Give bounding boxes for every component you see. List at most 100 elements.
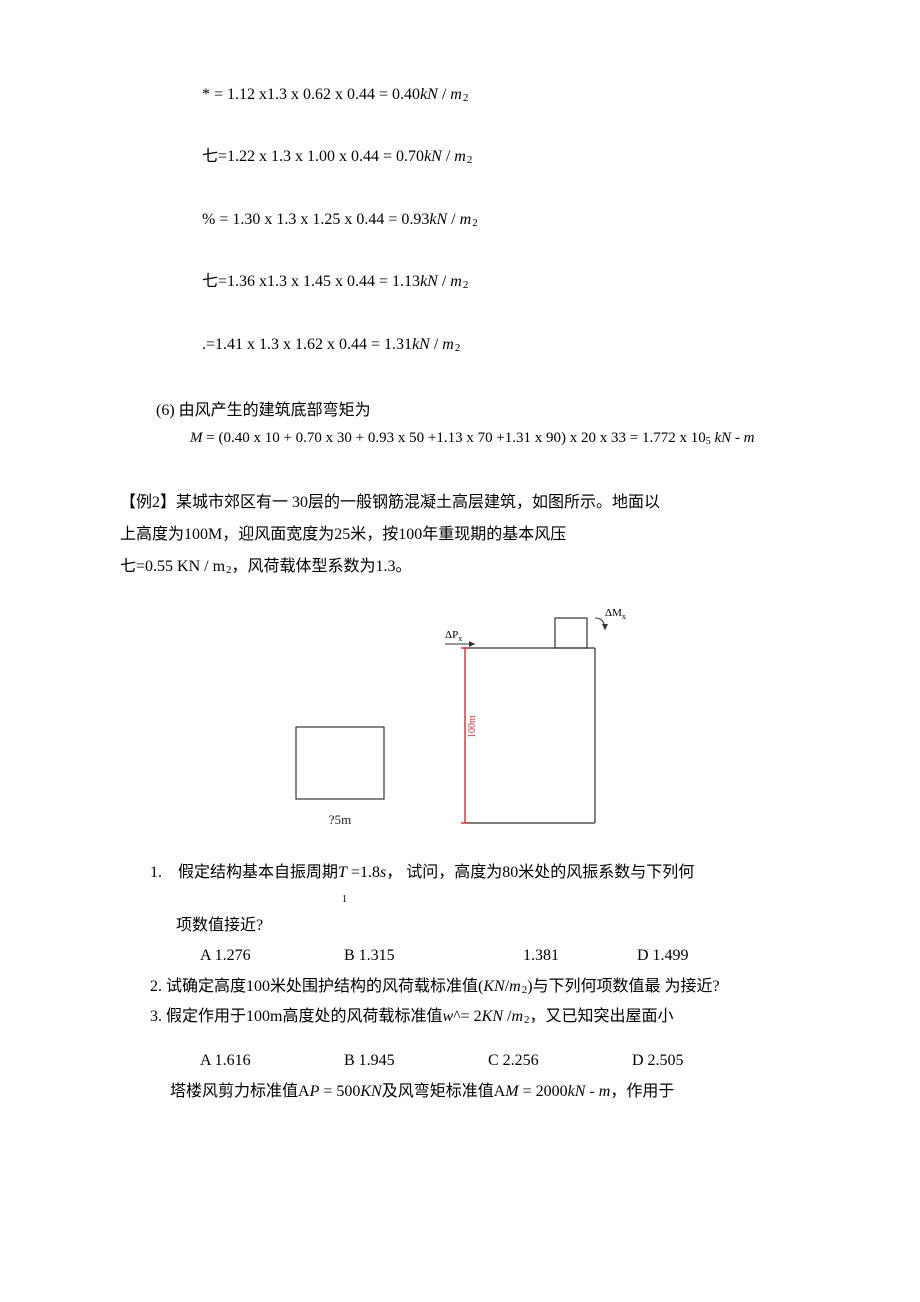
eq-m: m [460, 211, 472, 228]
eq-m: m [454, 148, 466, 165]
tail-P: P [310, 1083, 320, 1100]
eq-slash: / [438, 273, 450, 290]
q3-text-b: ，又已知突出屋面小 [530, 1008, 674, 1025]
tail-eq2: = 2000 [519, 1083, 568, 1100]
eq-prefix: * = [202, 86, 227, 103]
eq-expr: 1.41 x 1.3 x 1.62 x 0.44 = 1.31 [215, 336, 412, 353]
moment-m: m [744, 430, 755, 446]
eq-sub: 2 [463, 279, 469, 291]
eq-sub: 2 [463, 92, 469, 104]
tail-b: 及风弯矩标准值A [382, 1083, 506, 1100]
ex2-l3-suffix: ，风荷载体型系数为1.3。 [232, 558, 412, 575]
q1-number: 1. [150, 858, 174, 888]
eq-sub: 2 [467, 154, 473, 166]
eq-kn: kN [412, 336, 430, 353]
equation-3: % = 1.30 x 1.3 x 1.25 x 0.44 = 0.93kN / … [202, 209, 810, 231]
eq-prefix: .= [202, 336, 215, 353]
q1-opt-a: A 1.276 [200, 941, 340, 971]
example2-line2: 上高度为100M，迎风面宽度为25米，按100年重现期的基本风压 [120, 519, 810, 551]
dp-label: ΔPx [445, 629, 462, 643]
ex2-l3-m: m [213, 558, 225, 575]
q1-opt-c: 1.381 [523, 941, 633, 971]
eq-expr: 1.36 x1.3 x 1.45 x 0.44 = 1.13 [227, 273, 420, 290]
q3-m: m [511, 1008, 523, 1025]
q1-Tsub: 1 [342, 894, 347, 905]
example2-line1: 【例2】某城市郊区有一 30层的一般钢筋混凝土高层建筑，如图所示。地面以 [120, 487, 810, 519]
q3-w: w [442, 1008, 453, 1025]
ex2-l3-prefix: 七=0.55 [120, 558, 177, 575]
tail-line: 塔楼风剪力标准值AP = 500KN及风弯矩标准值AM = 2000kN - m… [170, 1077, 810, 1107]
ex2-l3-slash: / [200, 558, 212, 575]
q3-caret: ^ [453, 1008, 461, 1025]
q1-Teq: =1.8 [347, 864, 380, 881]
eq-slash: / [442, 148, 454, 165]
ex2-l3-kn: KN [177, 558, 200, 575]
tail-KN1: KN [360, 1083, 381, 1100]
eq-m: m [450, 86, 462, 103]
equations-block: * = 1.12 x1.3 x 0.62 x 0.44 = 0.40kN / m… [202, 84, 810, 356]
plan-view: ?5m [295, 726, 385, 828]
eq-expr: 1.30 x 1.3 x 1.25 x 0.44 = 0.93 [232, 211, 429, 228]
q2-options: A 1.616 B 1.945 C 2.256 D 2.505 [200, 1046, 810, 1076]
elevation-view: ΔPx ΔMx 100m [445, 608, 635, 828]
question-2: 2. 试确定高度100米处围护结构的风荷载标准值(KN/m2)与下列何项数值最 … [150, 972, 810, 1002]
eq-kn: kN [420, 86, 438, 103]
questions-block: 1. 假定结构基本自振周期T =1.8s， 试问，高度为80米处的风振系数与下列… [120, 858, 810, 1107]
q1-options: A 1.276 B 1.315 1.381 D 1.499 [200, 941, 810, 971]
tail-M: M [505, 1083, 518, 1100]
eq-expr: 1.22 x 1.3 x 1.00 x 0.44 = 0.70 [227, 148, 424, 165]
question-1: 1. 假定结构基本自振周期T =1.8s， 试问，高度为80米处的风振系数与下列… [150, 858, 810, 911]
equation-2: 七=1.22 x 1.3 x 1.00 x 0.44 = 0.70kN / m2 [202, 146, 810, 168]
q3-text-a: 3. 假定作用于100m高度处的风荷载标准值 [150, 1008, 442, 1025]
tail-m: m [599, 1083, 611, 1100]
moment-dash: - [731, 430, 744, 446]
q3-eq: = 2 [461, 1008, 482, 1025]
equation-4: 七=1.36 x1.3 x 1.45 x 0.44 = 1.13kN / m2 [202, 271, 810, 293]
moment-expr: = (0.40 x 10 + 0.70 x 30 + 0.93 x 50 +1.… [203, 430, 706, 446]
plan-svg [295, 726, 385, 800]
q2-text-b: )与下列何项数值最 为接近? [527, 978, 719, 995]
opt2-b: B 1.945 [344, 1046, 484, 1076]
q1-text-a: 假定结构基本自振周期 [178, 864, 338, 881]
q2-m: m [509, 978, 521, 995]
eq-kn: kN [429, 211, 447, 228]
eq-slash: / [447, 211, 459, 228]
eq-kn: kN [420, 273, 438, 290]
example-2-block: 【例2】某城市郊区有一 30层的一般钢筋混凝土高层建筑，如图所示。地面以 上高度… [120, 487, 810, 583]
q1-text-b: ， 试问，高度为80米处的风振系数与下列何 [386, 864, 694, 881]
q2-text-a: 2. 试确定高度100米处围护结构的风荷载标准值( [150, 978, 483, 995]
moment-equation: M = (0.40 x 10 + 0.70 x 30 + 0.93 x 50 +… [190, 430, 810, 447]
example2-line3: 七=0.55 KN / m2，风荷载体型系数为1.3。 [120, 551, 810, 583]
eq-slash: / [430, 336, 442, 353]
tail-eq1: = 500 [319, 1083, 360, 1100]
q1-opt-b: B 1.315 [344, 941, 519, 971]
equation-1: * = 1.12 x1.3 x 0.62 x 0.44 = 0.40kN / m… [202, 84, 810, 106]
section-6-heading: (6) 由风产生的建筑底部弯矩为 [156, 396, 810, 420]
tail-c: ，作用于 [610, 1083, 674, 1100]
eq-prefix: % = [202, 211, 232, 228]
elevation-svg: ΔPx ΔMx 100m [445, 608, 635, 828]
eq-sub: 2 [472, 217, 478, 229]
opt2-a: A 1.616 [200, 1046, 340, 1076]
moment-kn: kN [711, 430, 731, 446]
dm-label: ΔMx [605, 608, 626, 621]
q1-opt-d: D 1.499 [637, 941, 689, 971]
opt2-c: C 2.256 [488, 1046, 628, 1076]
eq-kn: kN [424, 148, 442, 165]
eq-slash: / [438, 86, 450, 103]
q2-KN: KN [483, 978, 504, 995]
plan-box [295, 726, 385, 800]
height-label: 100m [467, 715, 478, 738]
eq-sub: 2 [455, 342, 461, 354]
tail-kN2: kN [568, 1083, 586, 1100]
moment-M: M [190, 430, 203, 446]
diagram-row: ?5m ΔPx ΔMx [120, 598, 810, 828]
eq-prefix: 七= [202, 273, 227, 290]
q3-kn: KN [482, 1008, 503, 1025]
q1-line2: 项数值接近? [176, 911, 810, 941]
opt2-d: D 2.505 [632, 1046, 684, 1076]
eq-m: m [442, 336, 454, 353]
tail-dash: - [585, 1083, 598, 1100]
plan-dim-label: ?5m [329, 812, 351, 828]
eq-prefix: 七= [202, 148, 227, 165]
